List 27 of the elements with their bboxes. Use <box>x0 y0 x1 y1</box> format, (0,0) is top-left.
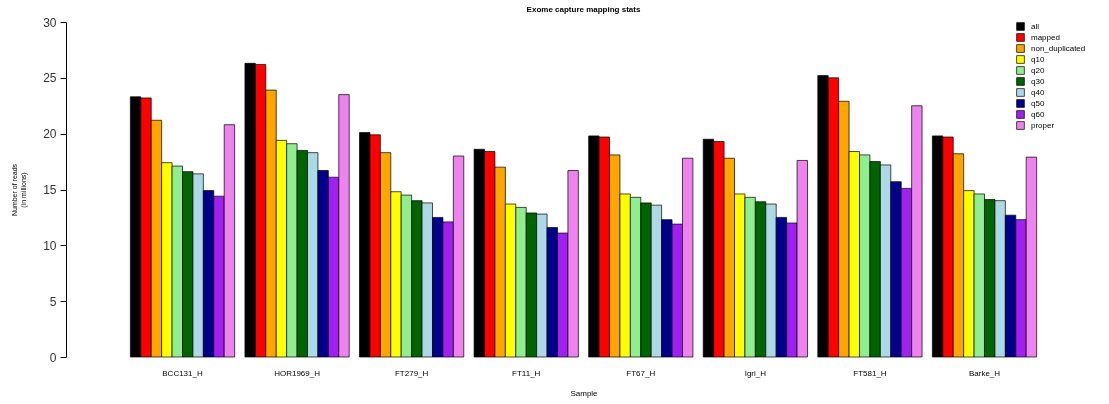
y-tick-label: 30 <box>43 15 57 30</box>
x-tick-label: FT11_H <box>512 368 541 378</box>
legend-label: q10 <box>1031 54 1045 64</box>
y-tick-label: 15 <box>43 183 57 197</box>
chart-title: Exome capture mapping stats <box>526 5 641 14</box>
y-tick-label: 5 <box>49 294 57 309</box>
legend-label: proper <box>1031 120 1055 130</box>
legend-label: q50 <box>1031 98 1045 108</box>
legend-label: all <box>1031 21 1040 31</box>
y-tick-label: 20 <box>43 127 57 142</box>
y-tick-label: 10 <box>43 238 57 253</box>
legend-label: q40 <box>1031 87 1045 97</box>
x-tick-label: Igri_H <box>744 368 767 378</box>
x-tick-label: BCC131_H <box>162 368 203 378</box>
x-tick-label: HOR1969_H <box>274 368 321 378</box>
x-tick-label: Barke_H <box>968 368 1001 378</box>
y-tick-label: 0 <box>49 350 57 365</box>
x-tick-label: FT581_H <box>853 368 887 378</box>
legend-label: q60 <box>1031 109 1045 119</box>
legend-label: non_duplicated <box>1031 43 1086 53</box>
y-tick-label: 25 <box>43 71 57 86</box>
legend-label: q30 <box>1031 76 1045 86</box>
x-tick-label: FT279_H <box>394 368 429 378</box>
legend-label: q20 <box>1031 65 1045 75</box>
x-axis-title: Sample <box>570 388 599 398</box>
x-tick-label: FT67_H <box>626 368 656 378</box>
legend-label: mapped <box>1031 32 1060 42</box>
